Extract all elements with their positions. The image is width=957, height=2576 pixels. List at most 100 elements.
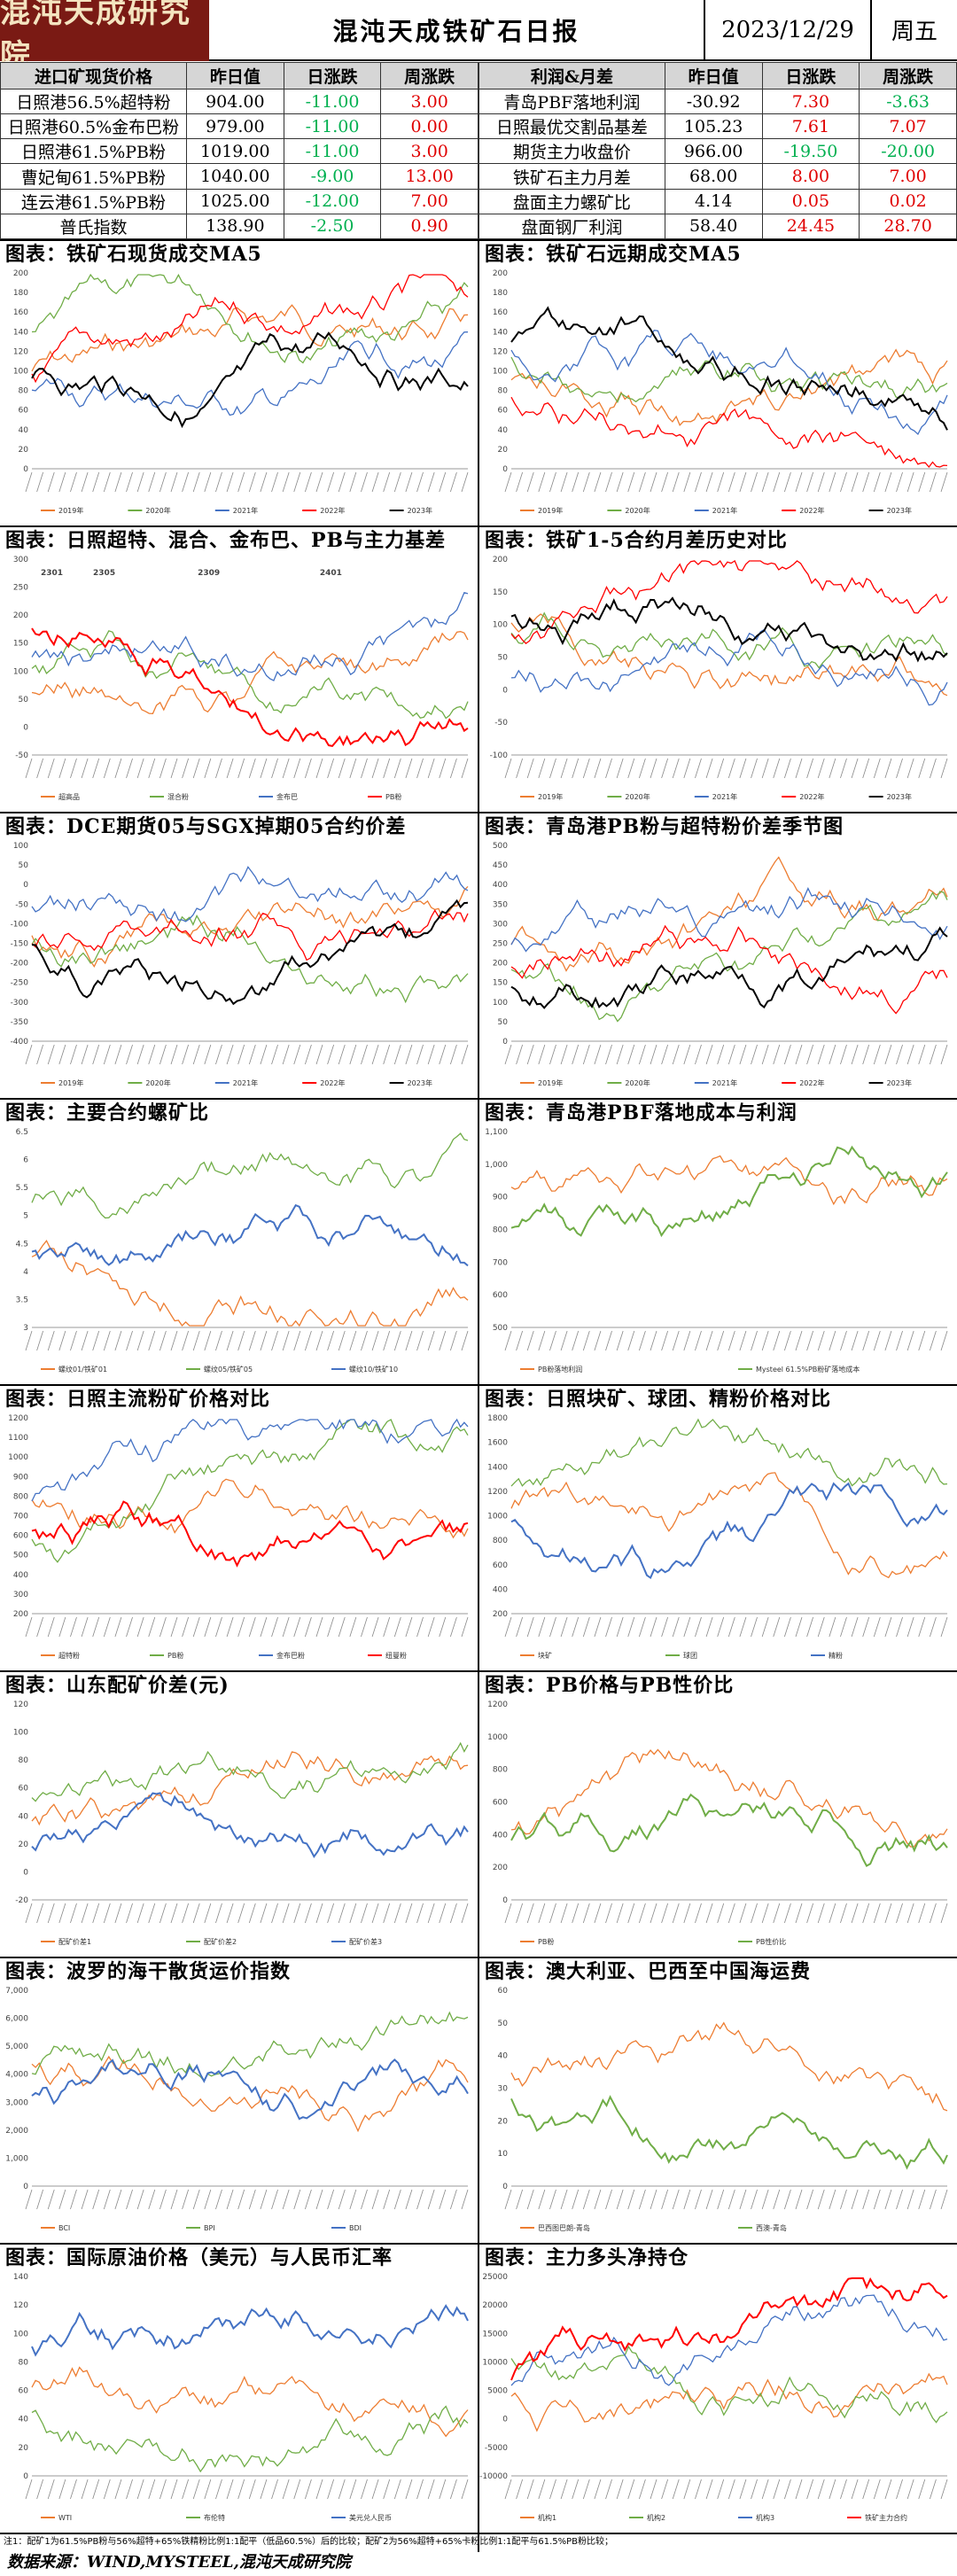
- x-tick-mark: [439, 1903, 447, 1924]
- x-tick-mark: [160, 2479, 167, 2500]
- x-tick-mark: [160, 2189, 167, 2210]
- y-tick-label: 150: [493, 588, 508, 597]
- legend-label: 螺纹01/铁矿01: [58, 1365, 107, 1374]
- x-tick-mark: [582, 1616, 590, 1638]
- legend-label: 球团: [683, 1651, 697, 1660]
- x-tick-mark: [47, 2479, 55, 2500]
- x-tick-mark: [627, 471, 635, 493]
- x-tick-mark: [114, 1044, 122, 1065]
- x-tick-mark: [58, 1903, 66, 1924]
- series-line: [510, 611, 948, 669]
- series-line: [510, 596, 948, 663]
- x-tick-mark: [717, 1044, 725, 1065]
- y-tick-label: 450: [493, 861, 508, 870]
- x-tick-mark: [940, 1903, 948, 1924]
- chart-title: 图表：山东配矿价差(元): [0, 1670, 478, 1697]
- row-name: 普氏指数: [0, 213, 187, 240]
- chart-title: 图表：铁矿石远期成交MA5: [479, 239, 957, 266]
- x-tick-mark: [204, 1616, 212, 1638]
- x-tick-mark: [806, 471, 813, 493]
- x-tick-mark: [717, 1903, 725, 1924]
- x-tick-mark: [136, 1330, 144, 1351]
- x-tick-mark: [784, 1903, 791, 1924]
- x-tick-mark: [237, 471, 245, 493]
- legend-label: 2020年: [145, 1078, 170, 1087]
- series-line: [510, 2276, 948, 2381]
- x-tick-mark: [884, 1044, 892, 1065]
- x-tick-mark: [371, 1330, 379, 1351]
- x-tick-mark: [192, 1330, 200, 1351]
- x-tick-mark: [81, 758, 89, 779]
- y-tick-label: 40: [19, 1812, 29, 1821]
- x-tick-mark: [282, 2479, 290, 2500]
- x-tick-mark: [896, 758, 903, 779]
- x-tick-mark: [305, 1330, 312, 1351]
- legend-label: 2022年: [320, 1078, 345, 1087]
- row-value: 979.00: [185, 113, 284, 140]
- x-tick-mark: [829, 1616, 836, 1638]
- legend-label: BDI: [349, 2224, 362, 2232]
- x-tick-mark: [526, 1616, 534, 1638]
- chart-title: 图表：青岛港PB粉与超特粉价差季节图: [479, 812, 957, 838]
- y-tick-label: 500: [493, 842, 508, 851]
- y-tick-label: 600: [493, 1799, 508, 1808]
- x-tick-mark: [327, 1330, 334, 1351]
- company-logo: 混沌天成研究院: [0, 0, 209, 74]
- x-tick-mark: [427, 2479, 435, 2500]
- x-tick-mark: [182, 471, 189, 493]
- chart-title: 图表：日照超特、混合、金布巴、PB与主力基差: [0, 525, 478, 552]
- row-week-change: 7.00: [380, 188, 478, 214]
- x-tick-mark: [616, 1044, 624, 1065]
- contract-annotation: 2309: [198, 569, 220, 578]
- series-line: [510, 356, 948, 404]
- x-tick-mark: [940, 1044, 948, 1065]
- x-tick-mark: [695, 2189, 702, 2210]
- row-name: 期货主力收盘价: [478, 138, 665, 165]
- x-tick-mark: [416, 1616, 424, 1638]
- x-tick-mark: [784, 471, 791, 493]
- x-tick-mark: [349, 1616, 357, 1638]
- y-tick-label: 400: [493, 1831, 508, 1840]
- y-tick-label: 600: [493, 1561, 508, 1570]
- x-tick-mark: [639, 758, 646, 779]
- x-tick-mark: [773, 1330, 781, 1351]
- x-tick-mark: [215, 2189, 222, 2210]
- x-tick-mark: [70, 758, 77, 779]
- x-tick-mark: [226, 1616, 234, 1638]
- x-tick-mark: [906, 471, 914, 493]
- x-tick-mark: [271, 471, 278, 493]
- x-tick-mark: [683, 1903, 691, 1924]
- x-tick-mark: [918, 2479, 926, 2500]
- x-tick-mark: [215, 2479, 222, 2500]
- x-tick-mark: [383, 1903, 391, 1924]
- x-tick-mark: [315, 1616, 323, 1638]
- x-tick-mark: [47, 758, 55, 779]
- x-tick-mark: [271, 1044, 278, 1065]
- contract-annotation: 2401: [320, 569, 342, 578]
- chart-panel: 图表：DCE期货05与SGX掉期05合约价差 100 50 0 -50 -100 -150 -…: [0, 812, 478, 1098]
- series-line: [510, 2345, 948, 2424]
- x-tick-mark: [248, 2479, 256, 2500]
- x-tick-mark: [605, 1616, 612, 1638]
- row-day-change: -11.00: [283, 88, 382, 115]
- x-tick-mark: [439, 758, 447, 779]
- x-tick-mark: [47, 2189, 55, 2210]
- x-tick-mark: [873, 2479, 881, 2500]
- x-tick-mark: [47, 1616, 55, 1638]
- x-tick-mark: [461, 1044, 469, 1065]
- x-tick-mark: [661, 1330, 668, 1351]
- x-tick-mark: [192, 471, 200, 493]
- series-line: [31, 899, 469, 1006]
- y-tick-label: 40: [19, 2416, 29, 2424]
- x-tick-mark: [25, 2479, 33, 2500]
- y-tick-label: 400: [13, 1571, 28, 1580]
- x-tick-mark: [672, 2189, 680, 2210]
- x-tick-mark: [338, 2189, 346, 2210]
- x-tick-mark: [605, 1044, 612, 1065]
- x-tick-mark: [450, 471, 457, 493]
- x-tick-mark: [215, 1616, 222, 1638]
- x-tick-mark: [616, 471, 624, 493]
- x-tick-mark: [248, 1044, 256, 1065]
- x-tick-mark: [393, 1903, 401, 1924]
- y-tick-label: 10: [498, 2150, 509, 2159]
